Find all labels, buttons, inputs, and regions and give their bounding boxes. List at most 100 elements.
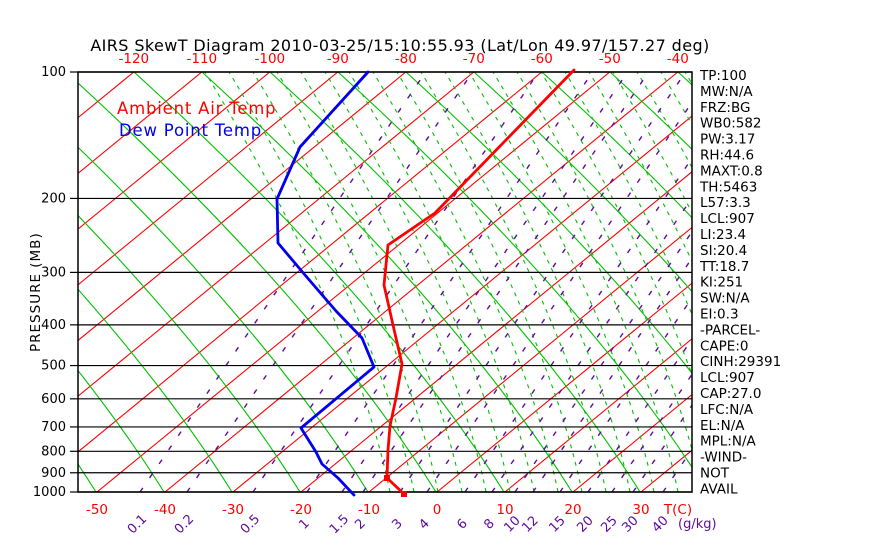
pressure-tick-label: 400 <box>41 318 66 333</box>
pressure-tick-label: 700 <box>41 420 66 435</box>
stat-line: L57:3.3 <box>700 195 751 211</box>
dry-adiabat-lines <box>78 72 692 492</box>
temp-bottom-tick-label: 0 <box>433 502 442 518</box>
stat-line: MAXT:0.8 <box>700 163 763 179</box>
moist-adiabat-line <box>516 72 692 453</box>
sounding-stats-column: TP:100MW:N/AFRZ:BGWB0:582PW:3.17RH:44.6M… <box>699 68 781 497</box>
plot-border <box>77 71 693 493</box>
moist-adiabat-line <box>228 72 415 492</box>
dry-adiabat-line <box>201 72 573 492</box>
temp-top-tick-label: -60 <box>531 51 553 67</box>
pressure-tick-label: 600 <box>41 392 66 407</box>
stat-line: CINH:29391 <box>700 354 781 370</box>
moist-adiabat-line <box>444 72 631 492</box>
stat-line: -WIND- <box>700 450 747 466</box>
moist-adiabat-line <box>300 72 487 492</box>
isotherm-line <box>300 171 692 492</box>
moist-adiabat-line <box>420 72 607 492</box>
pressure-tick-label: 900 <box>41 466 66 481</box>
isotherm-line <box>504 338 692 492</box>
mixing-ratio-tick-label: 4 <box>416 516 432 532</box>
temp-top-tick-label: -110 <box>186 51 217 67</box>
mixing-ratio-tick-label: 1.5 <box>327 512 352 537</box>
dry-adiabat-line <box>78 288 233 492</box>
stat-line: LI:23.4 <box>700 227 746 243</box>
pressure-tick-label: 200 <box>41 191 66 206</box>
stat-line: TH:5463 <box>699 179 757 195</box>
moist-adiabat-line <box>540 72 692 377</box>
pressure-tick-label: 300 <box>41 265 66 280</box>
stat-line: LFC:N/A <box>700 402 754 418</box>
stat-line: TP:100 <box>699 68 747 84</box>
dry-adiabat-line <box>541 72 692 219</box>
moist-adiabat-line <box>853 72 870 492</box>
isotherm-line <box>368 226 692 492</box>
isotherm-line <box>78 72 543 453</box>
moist-adiabat-line <box>348 72 535 492</box>
stat-line: FRZ:BG <box>700 100 750 116</box>
mixing-ratio-line <box>532 256 692 492</box>
moist-adiabat-line <box>757 72 870 492</box>
stat-line: -PARCEL- <box>700 322 760 338</box>
mixing-ratio-line <box>399 72 687 492</box>
moist-adiabat-line <box>564 72 692 316</box>
mixing-ratio-tick-label: 25 <box>598 513 620 535</box>
mixing-unit-label: (g/kg) <box>678 517 717 532</box>
temp-top-tick-label: -120 <box>118 51 149 67</box>
moist-adiabat-lines <box>204 72 870 492</box>
temp-top-tick-label: -40 <box>667 51 689 67</box>
stat-line: KI:251 <box>700 275 743 291</box>
temp-bottom-tick-label: -10 <box>358 502 380 518</box>
moist-adiabat-line <box>324 72 511 492</box>
isotherm-line <box>78 72 135 119</box>
stat-line: CAP:27.0 <box>700 386 761 402</box>
temp-bottom-tick-label: 20 <box>564 502 581 518</box>
isotherm-line <box>436 282 692 492</box>
mixing-ratio-tick-label: 12 <box>519 513 541 535</box>
sounding-profiles <box>275 68 576 497</box>
dry-adiabat-line <box>609 72 692 151</box>
moist-adiabat-line <box>781 72 870 492</box>
dry-adiabat-line <box>337 72 692 469</box>
mixing-ratio-tick-label: 3 <box>389 516 405 532</box>
isotherm-line <box>78 72 203 175</box>
dry-adiabat-line <box>405 72 692 375</box>
pressure-tick-label: 1000 <box>33 485 66 500</box>
dew-point-profile <box>275 70 376 497</box>
moist-adiabat-line <box>396 72 583 492</box>
stat-line: SW:N/A <box>700 291 750 307</box>
moist-adiabat-line <box>492 72 679 492</box>
dry-adiabat-line <box>78 82 437 492</box>
temp-bottom-tick-label: -30 <box>222 502 244 518</box>
stat-line: LCL:907 <box>700 211 755 227</box>
stat-line: WB0:582 <box>700 116 762 132</box>
temp-top-tick-label: -50 <box>599 51 621 67</box>
legend-dew-point-temp: Dew Point Temp <box>119 121 262 140</box>
temp-unit-label: T(C) <box>663 502 692 518</box>
isotherm-line <box>164 72 679 492</box>
legend-ambient-air-temp: Ambient Air Temp <box>117 99 276 118</box>
stat-line: CAPE:0 <box>700 338 748 354</box>
pressure-tick-label: 800 <box>41 444 66 459</box>
stat-line: RH:44.6 <box>700 148 754 164</box>
mixing-ratio-line <box>252 72 540 492</box>
pressure-tick-label: 100 <box>41 65 66 80</box>
isotherm-lines <box>78 72 692 492</box>
mixing-ratio-tick-label: 6 <box>454 516 470 532</box>
stat-line: PW:3.17 <box>700 132 755 148</box>
isotherm-line <box>96 72 611 492</box>
isotherm-line <box>78 72 339 286</box>
temp-bottom-tick-label: 10 <box>496 502 513 518</box>
moist-adiabat-line <box>805 72 870 492</box>
dry-adiabat-line <box>269 72 641 492</box>
moist-adiabat-line <box>468 72 655 492</box>
mixing-ratio-line <box>662 448 692 492</box>
temp-top-tick-label: -80 <box>395 51 417 67</box>
isotherm-line <box>640 449 692 492</box>
moist-adiabat-line <box>276 72 463 492</box>
temp-top-tick-label: -90 <box>327 51 349 67</box>
ambient-temp-profile <box>382 68 576 496</box>
pressure-axis-label: PRESSURE (MB) <box>28 232 44 352</box>
mixing-ratio-tick-label: 8 <box>481 516 497 532</box>
